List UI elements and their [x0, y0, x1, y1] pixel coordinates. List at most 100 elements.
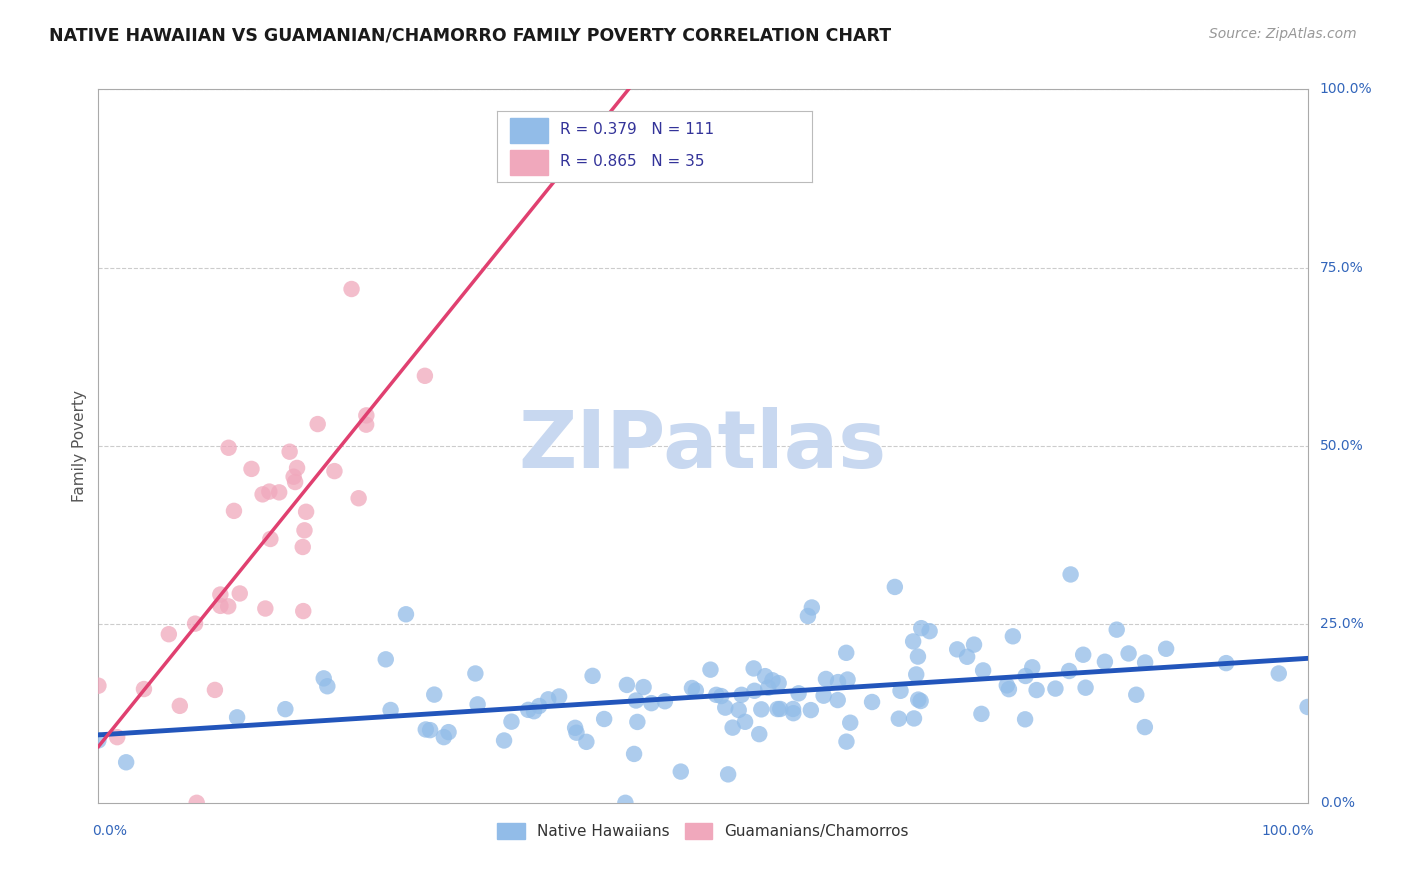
Point [209, 588, 232, 602]
Point [1215, 656, 1237, 670]
Point [1025, 683, 1047, 698]
Point [217, 599, 239, 614]
Point [699, 663, 721, 677]
Point [1021, 660, 1043, 674]
Point [1154, 641, 1177, 656]
Text: NATIVE HAWAIIAN VS GUAMANIAN/CHAMORRO FAMILY POVERTY CORRELATION CHART: NATIVE HAWAIIAN VS GUAMANIAN/CHAMORRO FA… [49, 27, 891, 45]
Point [727, 703, 749, 717]
Point [274, 702, 297, 716]
Point [523, 704, 546, 718]
Point [766, 702, 789, 716]
Point [564, 721, 586, 735]
Point [292, 604, 315, 618]
Point [169, 698, 191, 713]
Point [907, 649, 929, 664]
Point [259, 484, 281, 499]
Point [1118, 647, 1140, 661]
Point [918, 624, 941, 639]
Point [972, 664, 994, 678]
Point [501, 714, 523, 729]
Text: 0.0%: 0.0% [93, 824, 128, 838]
Point [284, 475, 307, 489]
Point [889, 683, 911, 698]
Point [423, 688, 446, 702]
Point [654, 694, 676, 708]
Point [704, 688, 727, 702]
Point [887, 712, 910, 726]
Point [433, 730, 456, 744]
Point [742, 661, 765, 675]
Text: 100.0%: 100.0% [1320, 82, 1372, 96]
Point [204, 682, 226, 697]
Point [839, 715, 862, 730]
Point [787, 686, 810, 700]
Point [901, 634, 924, 648]
Point [316, 679, 339, 693]
Point [356, 409, 378, 423]
Point [744, 683, 766, 698]
Point [714, 700, 737, 714]
Point [222, 504, 245, 518]
Point [1057, 664, 1080, 678]
Point [1045, 681, 1067, 696]
Point [995, 678, 1018, 692]
Point [307, 417, 329, 431]
Point [285, 461, 308, 475]
Point [517, 703, 540, 717]
Point [240, 462, 263, 476]
Point [209, 599, 232, 613]
Point [593, 712, 616, 726]
Point [254, 601, 277, 615]
Point [115, 756, 138, 770]
Point [226, 710, 249, 724]
Point [283, 469, 305, 483]
Point [548, 690, 571, 704]
Point [827, 675, 849, 690]
Point [419, 723, 441, 738]
Point [218, 441, 240, 455]
Point [749, 702, 772, 716]
Legend: Native Hawaiians, Guamanians/Chamorros: Native Hawaiians, Guamanians/Chamorros [491, 817, 915, 845]
Point [323, 464, 346, 478]
Point [295, 505, 318, 519]
Point [1296, 700, 1319, 714]
Point [616, 678, 638, 692]
Point [800, 600, 823, 615]
Point [565, 725, 588, 739]
Point [340, 282, 363, 296]
Point [860, 695, 883, 709]
Point [1014, 712, 1036, 726]
Point [252, 487, 274, 501]
Point [761, 673, 783, 688]
Point [132, 681, 155, 696]
Point [575, 735, 598, 749]
Point [278, 444, 301, 458]
Point [467, 698, 489, 712]
Point [105, 730, 128, 744]
Point [835, 734, 858, 748]
Point [437, 725, 460, 739]
Point [669, 764, 692, 779]
Point [903, 711, 925, 725]
Point [956, 649, 979, 664]
Point [1133, 720, 1156, 734]
Point [1001, 629, 1024, 643]
Point [998, 682, 1021, 697]
Point [640, 696, 662, 710]
Text: Source: ZipAtlas.com: Source: ZipAtlas.com [1209, 27, 1357, 41]
Point [623, 747, 645, 761]
Point [970, 706, 993, 721]
Point [626, 714, 648, 729]
Point [835, 646, 858, 660]
Point [184, 616, 207, 631]
Text: 50.0%: 50.0% [1320, 439, 1364, 453]
Point [782, 706, 804, 721]
Point [1094, 655, 1116, 669]
Point [614, 796, 637, 810]
Point [797, 609, 820, 624]
Point [907, 692, 929, 706]
Point [748, 727, 770, 741]
Point [813, 689, 835, 703]
Point [883, 580, 905, 594]
Point [734, 714, 756, 729]
